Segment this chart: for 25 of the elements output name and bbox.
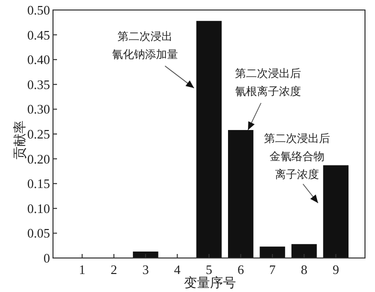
- annotation: 第二次浸出后金氰络合物离子浓度: [264, 132, 330, 181]
- y-axis-title: 贡献率: [12, 120, 27, 160]
- y-tick-label: 0.20: [27, 151, 50, 166]
- x-tick-label: 1: [78, 262, 86, 277]
- y-tick-label: 0.45: [27, 27, 50, 42]
- x-tick-label: 8: [300, 262, 308, 277]
- y-tick-label: 0.15: [27, 176, 50, 192]
- x-axis-title: 变量序号: [184, 275, 236, 290]
- x-tick-label: 2: [110, 262, 118, 277]
- x-tick-label: 9: [332, 262, 340, 277]
- x-tick-label: 6: [237, 262, 244, 277]
- y-tick-label: 0: [44, 250, 50, 266]
- x-tick-label: 4: [174, 262, 182, 277]
- y-tick-label: 0.50: [27, 2, 50, 18]
- y-tick-label: 0.30: [27, 102, 50, 117]
- y-tick-label: 0.05: [27, 226, 50, 241]
- y-tick-label: 0.25: [27, 126, 50, 142]
- annotation: 第二次浸出后氰根离子浓度: [235, 67, 301, 98]
- x-tick-label: 5: [206, 262, 212, 277]
- annotation: 第二次浸出氰化钠添加量: [112, 30, 178, 61]
- x-tick-label: 3: [142, 262, 149, 277]
- y-tick-label: 0.35: [27, 76, 50, 92]
- x-tick-label: 7: [269, 262, 276, 277]
- y-tick-label: 0.40: [27, 52, 50, 68]
- y-tick-label: 0.10: [27, 200, 50, 216]
